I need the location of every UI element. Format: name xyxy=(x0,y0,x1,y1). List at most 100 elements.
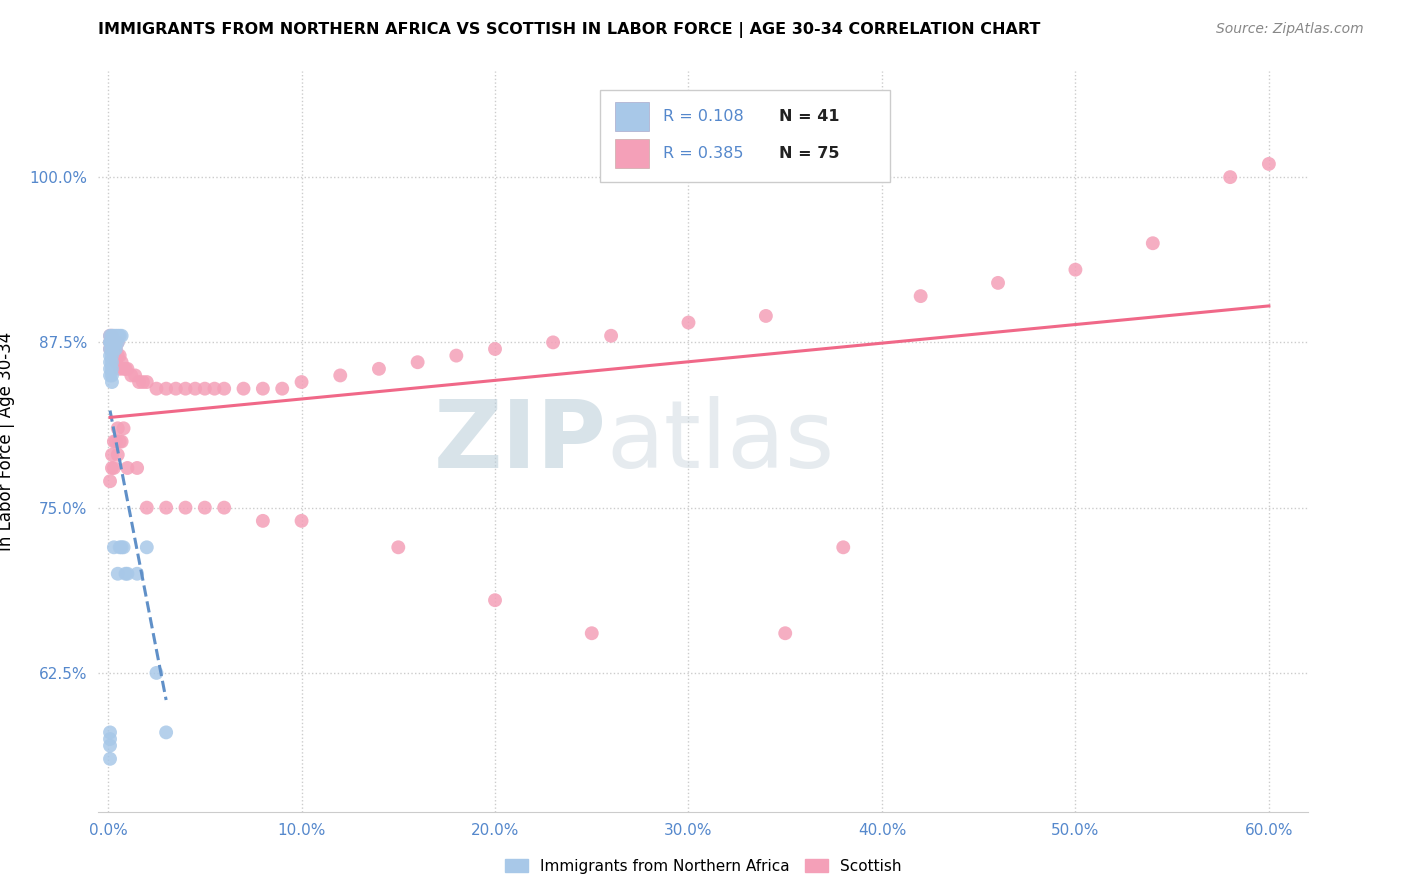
Point xyxy=(98,335,121,350)
Point xyxy=(204,382,226,396)
Y-axis label: In Labor Force | Age 30-34: In Labor Force | Age 30-34 xyxy=(0,332,15,551)
Point xyxy=(987,276,1010,290)
Point xyxy=(581,626,603,640)
Point xyxy=(101,355,124,369)
Point xyxy=(107,328,129,343)
FancyBboxPatch shape xyxy=(614,139,648,168)
Point xyxy=(98,739,121,753)
Point xyxy=(290,514,312,528)
Point xyxy=(101,448,124,462)
Point xyxy=(103,335,125,350)
Point xyxy=(101,335,124,350)
Point xyxy=(117,566,139,581)
Point xyxy=(103,335,125,350)
Point xyxy=(98,355,121,369)
Point xyxy=(120,368,142,383)
Point xyxy=(252,514,274,528)
Point xyxy=(135,500,157,515)
Point xyxy=(111,541,134,555)
Point xyxy=(484,593,506,607)
Point xyxy=(103,434,125,449)
Text: ZIP: ZIP xyxy=(433,395,606,488)
Point xyxy=(101,461,124,475)
Text: R = 0.385: R = 0.385 xyxy=(664,146,744,161)
Point xyxy=(678,316,700,330)
Point xyxy=(101,368,124,383)
Point xyxy=(107,335,129,350)
Point xyxy=(127,461,149,475)
Point xyxy=(406,355,429,369)
Point xyxy=(108,541,131,555)
Point xyxy=(910,289,932,303)
Point xyxy=(368,361,391,376)
Point xyxy=(773,626,796,640)
Point xyxy=(98,752,121,766)
Point xyxy=(98,368,121,383)
Point xyxy=(128,375,150,389)
Point xyxy=(484,342,506,356)
Point xyxy=(212,500,235,515)
Point xyxy=(117,461,139,475)
Point xyxy=(98,349,121,363)
Legend: Immigrants from Northern Africa, Scottish: Immigrants from Northern Africa, Scottis… xyxy=(499,853,907,880)
Point xyxy=(132,375,155,389)
Point xyxy=(112,421,135,435)
Point xyxy=(101,335,124,350)
Point xyxy=(107,335,129,350)
Point xyxy=(232,382,254,396)
Point xyxy=(104,434,127,449)
Text: atlas: atlas xyxy=(606,395,835,488)
Point xyxy=(1142,236,1164,251)
Point xyxy=(108,328,131,343)
Point xyxy=(111,328,134,343)
Point xyxy=(98,335,121,350)
Point xyxy=(755,309,778,323)
Text: Source: ZipAtlas.com: Source: ZipAtlas.com xyxy=(1216,22,1364,37)
Point xyxy=(101,342,124,356)
Point xyxy=(114,566,136,581)
Point xyxy=(101,328,124,343)
Point xyxy=(98,342,121,356)
FancyBboxPatch shape xyxy=(614,103,648,130)
Point xyxy=(107,448,129,462)
Point xyxy=(98,361,121,376)
Point xyxy=(111,434,134,449)
Point xyxy=(117,361,139,376)
Point xyxy=(104,342,127,356)
Point xyxy=(98,328,121,343)
Point xyxy=(212,382,235,396)
Point xyxy=(135,375,157,389)
Point xyxy=(329,368,352,383)
Point xyxy=(600,328,623,343)
Point xyxy=(127,566,149,581)
Point xyxy=(145,665,167,680)
Point xyxy=(104,355,127,369)
Point xyxy=(165,382,187,396)
Point xyxy=(1219,170,1241,185)
Point xyxy=(290,375,312,389)
Point xyxy=(107,421,129,435)
Point xyxy=(155,500,177,515)
Point xyxy=(108,434,131,449)
Point xyxy=(101,361,124,376)
Text: R = 0.108: R = 0.108 xyxy=(664,109,744,124)
Point xyxy=(101,349,124,363)
Point xyxy=(194,500,217,515)
Point xyxy=(101,328,124,343)
Point xyxy=(98,731,121,746)
Point xyxy=(1257,157,1279,171)
Point xyxy=(112,361,135,376)
Point xyxy=(135,541,157,555)
Point xyxy=(98,335,121,350)
Point xyxy=(541,335,564,350)
Point xyxy=(98,725,121,739)
Point xyxy=(174,500,197,515)
Point xyxy=(103,541,125,555)
Point xyxy=(184,382,207,396)
Point xyxy=(104,328,127,343)
Point xyxy=(155,725,177,739)
Point xyxy=(101,342,124,356)
Text: N = 75: N = 75 xyxy=(779,146,839,161)
Point xyxy=(104,335,127,350)
Point xyxy=(145,382,167,396)
